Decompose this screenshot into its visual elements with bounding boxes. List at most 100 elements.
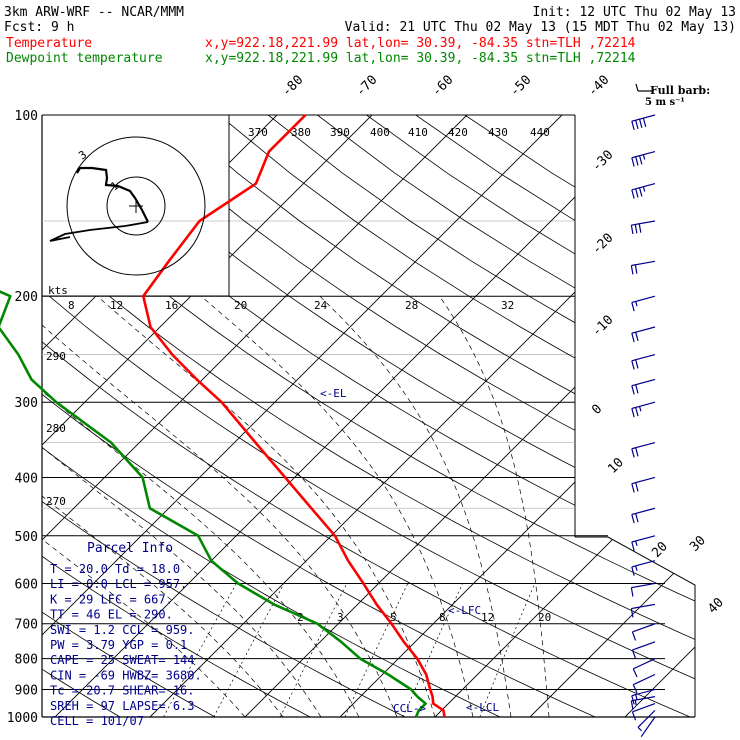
dry-adiabat xyxy=(42,115,695,717)
wind-barb xyxy=(631,353,656,370)
isotherm-label: -80 xyxy=(279,73,306,100)
isotherm xyxy=(339,115,695,717)
moist-adiabat xyxy=(42,295,398,717)
hodograph-speed-label: 20 xyxy=(234,299,247,312)
forecast-hour: Fcst: 9 h xyxy=(4,20,74,35)
frame-right-lower xyxy=(575,536,696,717)
isotherm xyxy=(54,115,658,717)
mixing-ratio-label: 3 xyxy=(337,611,344,624)
profile-lines xyxy=(0,114,446,718)
wind-barb xyxy=(631,688,656,705)
moist-adiabat xyxy=(439,296,550,717)
dry-adiabat xyxy=(42,115,695,717)
wind-barb xyxy=(640,716,656,738)
valid-time: Valid: 21 UTC Thu 02 May 13 (15 MDT Thu … xyxy=(345,20,736,35)
pressure-label: 900 xyxy=(15,683,38,698)
parcel-info-row: K = 29 LFC = 667. xyxy=(50,592,173,606)
mixing-ratio-line xyxy=(402,583,463,717)
pressure-label: 500 xyxy=(15,530,38,545)
wind-barb xyxy=(630,582,656,597)
hodograph: 3 1 xyxy=(49,136,206,276)
wind-barb xyxy=(631,183,656,199)
diagram-grid xyxy=(41,114,696,718)
isotherm xyxy=(149,115,695,717)
isotherm-label: 10 xyxy=(605,455,627,477)
mixing-ratio-label: 5 xyxy=(390,611,397,624)
pressure-label: 800 xyxy=(15,653,38,668)
hodograph-point-label-3: 3 xyxy=(76,148,89,162)
wind-barb xyxy=(631,441,656,458)
parcel-info-row: CIN = -69 HWBZ= 3680. xyxy=(50,668,202,682)
hodograph-unit: kts xyxy=(48,284,68,297)
wind-barb xyxy=(630,603,656,618)
dry-adiabat xyxy=(267,115,695,717)
hodograph-speed-label: 28 xyxy=(405,299,418,312)
wind-barb xyxy=(630,220,656,235)
isotherm-label: -70 xyxy=(353,73,380,100)
wind-barbs xyxy=(630,114,656,738)
hodograph-speed-label: 12 xyxy=(110,299,123,312)
dry-adiabat xyxy=(120,115,695,717)
ccl-annotation: CCL-> xyxy=(393,702,426,715)
dry-adiabat xyxy=(42,115,335,717)
isotherm xyxy=(42,115,373,717)
hodograph-trace-upper xyxy=(76,166,149,223)
isotherm-label: -50 xyxy=(507,73,534,100)
dry-adiabat xyxy=(317,115,695,717)
hodograph-speed-label: 8 xyxy=(68,299,75,312)
mixing-ratio-label: 12 xyxy=(481,611,494,624)
wind-legend-line2: 5 m s⁻¹ xyxy=(645,97,685,108)
pressure-label: 700 xyxy=(15,618,38,633)
wind-legend-barb xyxy=(635,83,654,92)
dry-adiabat xyxy=(218,115,695,717)
dry-adiabat xyxy=(464,115,695,717)
theta-label: 410 xyxy=(408,126,428,139)
pressure-label: 100 xyxy=(15,109,38,124)
model-title: 3km ARW-WRF -- NCAR/MMM xyxy=(4,5,184,20)
theta-label: 420 xyxy=(448,126,468,139)
wind-barb xyxy=(631,326,656,343)
dry-adiabat xyxy=(42,115,432,717)
isotherm-label: 30 xyxy=(687,533,709,555)
isotherm xyxy=(42,115,563,717)
isotherm-label: -60 xyxy=(429,73,456,100)
wind-barb xyxy=(631,535,656,551)
wind-barb xyxy=(631,295,656,312)
dewpoint-location: x,y=922.18,221.99 lat,lon= 30.39, -84.35… xyxy=(205,51,636,66)
dry-adiabat xyxy=(42,115,143,717)
isotherm xyxy=(434,115,695,717)
isotherm-label: 0 xyxy=(589,402,605,418)
wind-barb xyxy=(632,673,656,694)
theta-label: 370 xyxy=(248,126,268,139)
hodograph-ring-inner xyxy=(106,176,166,236)
parcel-info-row: SREH = 97 LAPSE= 6.3 xyxy=(50,699,195,713)
hodograph-trace-lower xyxy=(49,221,149,242)
parcel-info-row: T = 20.0 Td = 18.0 xyxy=(50,562,180,576)
wind-barb xyxy=(631,476,656,493)
wind-barb xyxy=(632,658,656,678)
wind-barb xyxy=(630,696,656,710)
mixing-ratio-line xyxy=(163,583,237,717)
wind-barb xyxy=(631,150,656,167)
mixing-ratio-line xyxy=(213,583,285,717)
pressure-label: 400 xyxy=(15,471,38,486)
dewpoint-legend: Dewpoint temperature xyxy=(6,51,163,66)
temperature-line xyxy=(142,114,446,718)
hodograph-ring-outer xyxy=(66,136,206,276)
parcel-info-row: PW = 3.79 YGP = 0.1 xyxy=(50,638,187,652)
isotherm-label: -20 xyxy=(589,231,616,258)
theta-label: 400 xyxy=(370,126,390,139)
temperature-location: x,y=922.18,221.99 lat,lon= 30.39, -84.35… xyxy=(205,36,636,51)
dry-adiabat xyxy=(42,115,624,717)
parcel-info-row: LI = 0.0 LCL = 957. xyxy=(50,577,187,591)
lfc-annotation: <-LFC xyxy=(448,604,481,617)
mixing-ratio-label: 20 xyxy=(538,611,551,624)
hodograph-speed-label: 32 xyxy=(501,299,514,312)
parcel-info-row: CELL = 101/07 xyxy=(50,714,144,728)
isotherm xyxy=(624,115,695,717)
moist-adiabat xyxy=(42,295,360,717)
parcel-info-row: Tc = 20.7 SHEAR= 16. xyxy=(50,684,195,698)
temperature-legend: Temperature xyxy=(6,36,92,51)
